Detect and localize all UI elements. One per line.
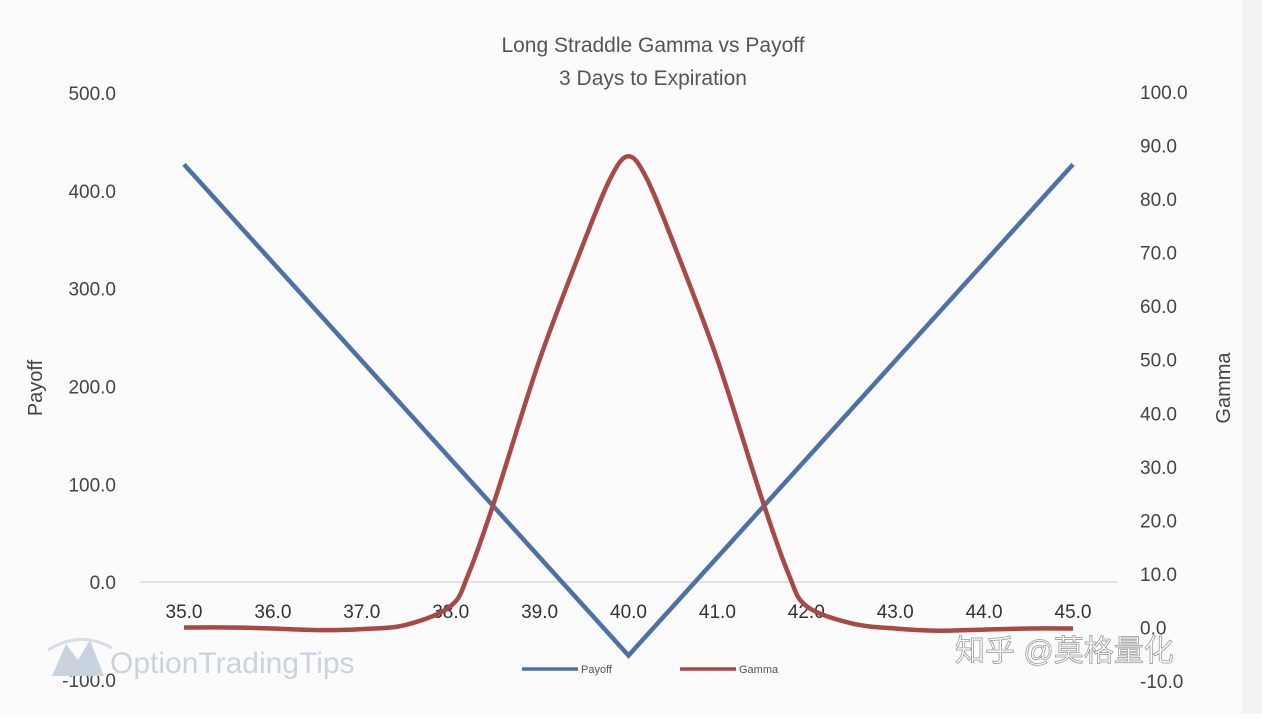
y-tick-label-left: 100.0 (68, 475, 116, 496)
y-axis-left-ticks: 500.0 400.0 300.0 200.0 100.0 0.0 -100.0 (62, 84, 116, 692)
y-axis-title-payoff: Payoff (25, 359, 47, 416)
x-tick-label: 43.0 (877, 602, 914, 623)
option-trading-tips-logo: OptionTradingTips (47, 638, 355, 680)
y-tick-label-left: 500.0 (68, 84, 116, 105)
y-tick-label-right: -10.0 (1140, 672, 1183, 693)
x-tick-label: 36.0 (254, 602, 291, 623)
y-tick-label-left: 400.0 (68, 182, 116, 203)
chart-legend: Payoff Gamma (522, 664, 779, 676)
legend-label-gamma: Gamma (739, 664, 779, 676)
y-tick-label-right: 40.0 (1140, 404, 1177, 425)
x-tick-label: 40.0 (610, 602, 647, 623)
y-axis-right-ticks: 100.0 90.0 80.0 70.0 60.0 50.0 40.0 30.0 20.0 10.… (1140, 83, 1188, 693)
y-tick-label-right: 20.0 (1140, 511, 1177, 532)
legend-label-payoff: Payoff (581, 664, 613, 676)
x-tick-label: 37.0 (343, 602, 380, 623)
y-tick-label-right: 50.0 (1140, 351, 1177, 372)
x-tick-label: 45.0 (1055, 602, 1092, 623)
series-line-gamma (183, 154, 1074, 633)
y-tick-label-left: 0.0 (90, 573, 116, 594)
x-tick-label: 44.0 (966, 602, 1003, 623)
y-tick-label-left: 200.0 (68, 378, 116, 399)
right-edge-strip (1242, 0, 1262, 714)
y-tick-label-right: 10.0 (1140, 565, 1177, 586)
y-tick-label-right: 0.0 (1140, 618, 1166, 639)
y-tick-label-right: 80.0 (1140, 190, 1177, 211)
logo-swoosh-icon (47, 638, 113, 652)
series-line-payoff (182, 162, 1075, 659)
y-tick-label-right: 60.0 (1140, 297, 1177, 318)
legend-item-payoff: Payoff (522, 664, 613, 676)
x-tick-label: 35.0 (166, 602, 203, 623)
logo-mountain-icon (52, 640, 104, 676)
logo-text: OptionTradingTips (110, 647, 355, 680)
y-tick-label-left: 300.0 (68, 280, 116, 301)
y-tick-label-right: 90.0 (1140, 137, 1177, 158)
x-tick-label: 41.0 (699, 602, 736, 623)
x-axis-ticks: 35.0 36.0 37.0 38.0 39.0 40.0 41.0 42.0 43.0 44.0… (166, 602, 1092, 623)
y2-axis-title-gamma: Gamma (1213, 352, 1235, 424)
chart-title: Long Straddle Gamma vs Payoff (501, 34, 804, 57)
y-tick-label-right: 30.0 (1140, 458, 1177, 479)
chart-subtitle: 3 Days to Expiration (559, 67, 747, 90)
x-tick-label: 39.0 (521, 602, 558, 623)
x-tick-label: 38.0 (432, 602, 469, 623)
x-tick-label: 42.0 (788, 602, 825, 623)
y-tick-label-left: -100.0 (62, 671, 116, 692)
y-tick-label-right: 100.0 (1140, 83, 1188, 104)
zhihu-watermark: 知乎 @莫格量化 (955, 635, 1174, 668)
y-tick-label-right: 70.0 (1140, 244, 1177, 265)
legend-item-gamma: Gamma (680, 664, 779, 676)
